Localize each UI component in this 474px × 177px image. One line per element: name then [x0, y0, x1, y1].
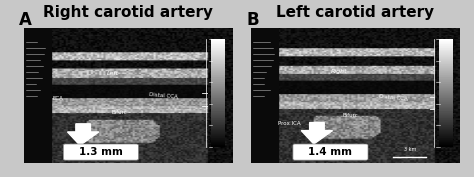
FancyBboxPatch shape [293, 144, 368, 160]
Text: Distal CCA: Distal CCA [378, 95, 408, 102]
Polygon shape [67, 124, 99, 145]
Text: Bifurc: Bifurc [343, 113, 359, 118]
Text: Left carotid artery: Left carotid artery [276, 5, 435, 20]
Bar [24, 28, 51, 163]
Text: Bifurc: Bifurc [111, 110, 127, 115]
Text: 1.3 mm: 1.3 mm [79, 147, 123, 157]
FancyBboxPatch shape [64, 144, 138, 160]
Text: Prox ICA: Prox ICA [278, 121, 301, 126]
Bar [251, 28, 278, 163]
Text: Distal CCA: Distal CCA [149, 92, 178, 99]
Polygon shape [301, 122, 333, 144]
Text: 3 km: 3 km [403, 147, 416, 152]
Text: 1.4 mm: 1.4 mm [309, 147, 353, 157]
Text: Right carotid artery: Right carotid artery [43, 5, 213, 20]
Text: Right: Right [330, 69, 347, 74]
Text: Left: Left [107, 71, 119, 76]
Text: A: A [19, 11, 32, 29]
Text: B: B [246, 11, 259, 29]
Text: ECA: ECA [53, 96, 64, 101]
